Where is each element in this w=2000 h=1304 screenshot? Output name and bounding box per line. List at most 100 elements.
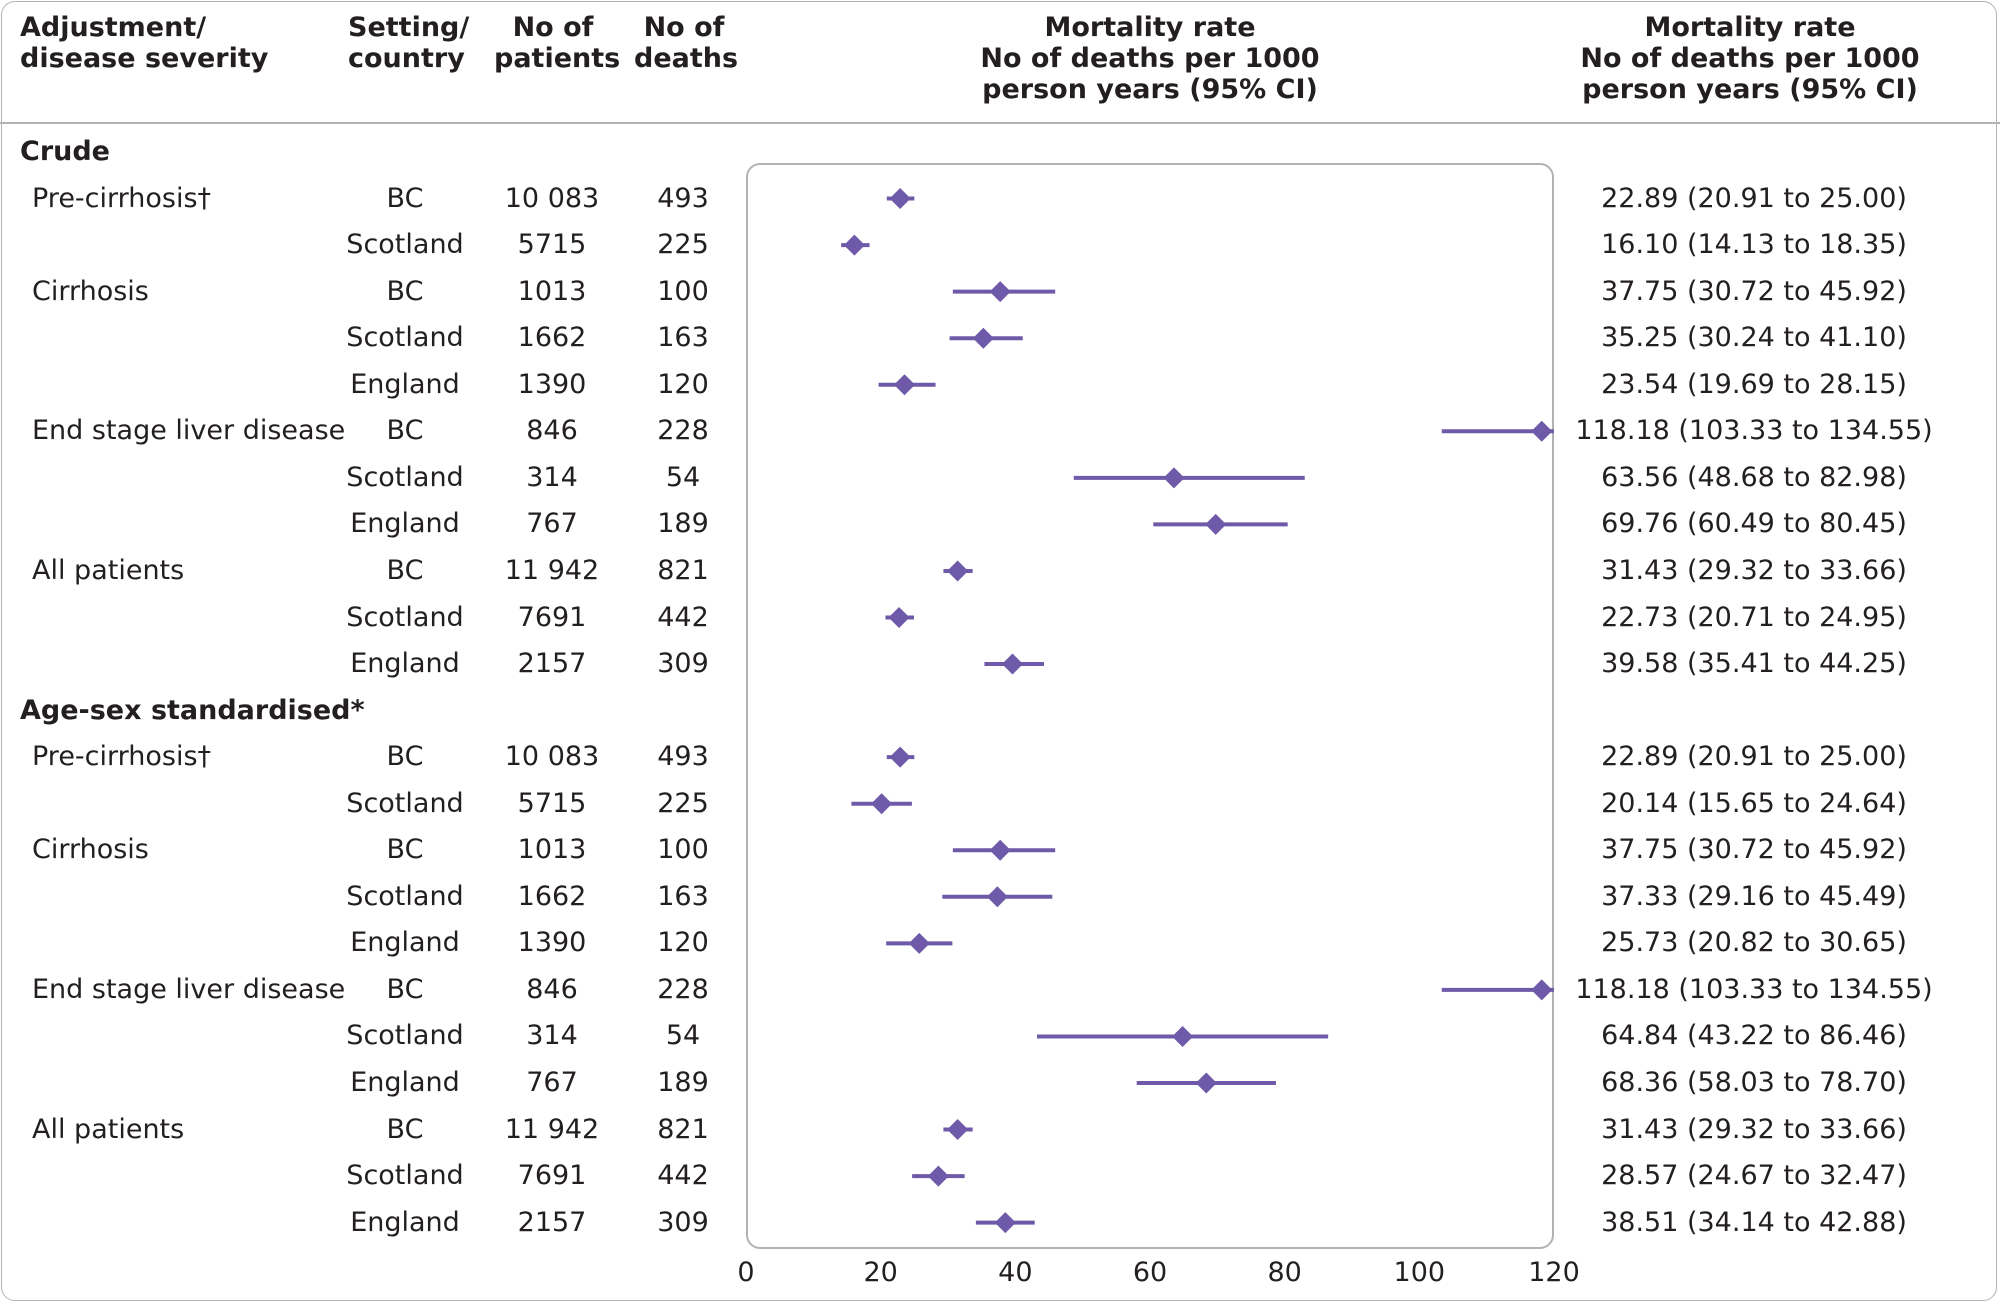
ci-text: 23.54 (19.69 to 28.15): [1601, 368, 1907, 400]
patient-count: 1013: [517, 275, 587, 307]
death-count: 54: [665, 461, 701, 493]
setting-country: Scotland: [346, 1160, 464, 1192]
patient-count: 767: [526, 1067, 578, 1098]
setting-country: England: [350, 368, 460, 400]
patient-count: 10 083: [504, 182, 600, 214]
rate-marker: [1531, 420, 1553, 442]
ci-text: 16.10 (14.13 to 18.35): [1601, 229, 1907, 261]
ci-text: 31.43 (29.32 to 33.66): [1601, 554, 1907, 586]
rate-marker: [889, 746, 911, 768]
x-tick-label: 0: [737, 1257, 754, 1288]
header-ci-line2: No of deaths per 1000: [1580, 43, 1920, 74]
patient-count: 314: [526, 1020, 578, 1052]
header-deaths: No of deaths: [634, 12, 739, 74]
rate-marker: [843, 234, 865, 256]
ci-text: 25.73 (20.82 to 30.65): [1601, 927, 1907, 959]
row-label: End stage liver disease: [32, 973, 346, 1005]
header-patients-line2: patients: [494, 43, 621, 74]
death-count: 189: [657, 1067, 709, 1098]
header-adjustment: Adjustment/ disease severity: [20, 12, 268, 74]
header-adjustment-line2: disease severity: [20, 43, 269, 74]
row-label: Cirrhosis: [32, 275, 149, 307]
patient-count: 1390: [517, 927, 587, 959]
header-deaths-line2: deaths: [634, 43, 739, 74]
header-ci-line3: person years (95% CI): [1582, 74, 1918, 105]
x-tick-label: 40: [998, 1257, 1032, 1288]
rate-marker: [989, 281, 1011, 303]
setting-country: BC: [386, 554, 424, 586]
patient-count: 7691: [517, 601, 587, 633]
death-count: 54: [665, 1020, 701, 1052]
death-count: 821: [657, 1113, 709, 1145]
header-ci: Mortality rate No of deaths per 1000 per…: [1550, 12, 1950, 105]
x-tick-label: 80: [1267, 1257, 1301, 1288]
rate-marker: [972, 327, 994, 349]
ci-text: 39.58 (35.41 to 44.25): [1601, 648, 1907, 680]
rate-marker: [927, 1165, 949, 1187]
setting-country: Scotland: [346, 229, 464, 261]
rate-marker: [1205, 513, 1227, 535]
setting-country: BC: [386, 741, 424, 773]
patient-count: 1390: [517, 368, 587, 400]
rate-marker: [1163, 467, 1185, 489]
header-patients: No of patients: [494, 12, 621, 74]
setting-country: England: [350, 1206, 460, 1238]
ci-text: 22.89 (20.91 to 25.00): [1601, 182, 1907, 214]
ci-text: 118.18 (103.33 to 134.55): [1575, 415, 1933, 447]
ci-text: 64.84 (43.22 to 86.46): [1601, 1020, 1907, 1052]
rate-marker: [947, 560, 969, 582]
setting-country: Scotland: [346, 601, 464, 633]
rate-marker: [994, 1212, 1016, 1234]
death-count: 493: [657, 182, 709, 214]
rate-marker: [888, 607, 910, 628]
setting-country: Scotland: [346, 1020, 464, 1052]
patient-count: 1662: [517, 880, 587, 912]
rate-marker: [894, 374, 916, 396]
rate-marker: [908, 932, 930, 954]
death-count: 821: [657, 554, 709, 586]
death-count: 228: [657, 973, 709, 1005]
setting-country: BC: [386, 415, 424, 447]
patient-count: 7691: [517, 1160, 587, 1192]
x-tick-label: 120: [1528, 1257, 1580, 1288]
patient-count: 1013: [517, 834, 587, 866]
setting-country: BC: [386, 834, 424, 866]
ci-text: 37.33 (29.16 to 45.49): [1601, 880, 1907, 912]
patient-count: 846: [526, 973, 578, 1005]
header-patients-line1: No of: [512, 12, 594, 43]
patient-count: 11 942: [504, 554, 600, 586]
death-count: 120: [657, 927, 709, 959]
header-plot-line3: person years (95% CI): [982, 74, 1318, 105]
header-plot-line1: Mortality rate: [1044, 12, 1256, 43]
header-ci-line1: Mortality rate: [1644, 12, 1856, 43]
ci-text: 63.56 (48.68 to 82.98): [1601, 461, 1907, 493]
death-count: 225: [657, 787, 709, 819]
rate-marker: [1531, 979, 1553, 1001]
ci-text: 20.14 (15.65 to 24.64): [1601, 787, 1907, 819]
rate-marker: [989, 839, 1011, 861]
ci-text: 22.73 (20.71 to 24.95): [1601, 601, 1907, 633]
death-count: 163: [657, 322, 709, 354]
row-label: Pre-cirrhosis†: [32, 182, 212, 214]
setting-country: BC: [386, 275, 424, 307]
ci-text: 69.76 (60.49 to 80.45): [1601, 508, 1907, 540]
rate-marker: [986, 886, 1008, 908]
header-setting-line1: Setting/: [348, 12, 470, 43]
row-label: All patients: [32, 554, 185, 586]
death-count: 189: [657, 508, 709, 540]
ci-text: 35.25 (30.24 to 41.10): [1601, 322, 1907, 354]
rate-marker: [871, 793, 893, 815]
setting-country: England: [350, 927, 460, 959]
header-setting-line2: country: [348, 43, 465, 74]
death-count: 309: [657, 1206, 709, 1238]
patient-count: 10 083: [504, 741, 600, 773]
death-count: 100: [657, 834, 709, 866]
death-count: 100: [657, 275, 709, 307]
death-count: 163: [657, 880, 709, 912]
section-heading: Crude: [20, 136, 110, 167]
death-count: 228: [657, 415, 709, 447]
death-count: 442: [657, 1160, 709, 1192]
death-count: 120: [657, 368, 709, 400]
setting-country: England: [350, 508, 460, 540]
